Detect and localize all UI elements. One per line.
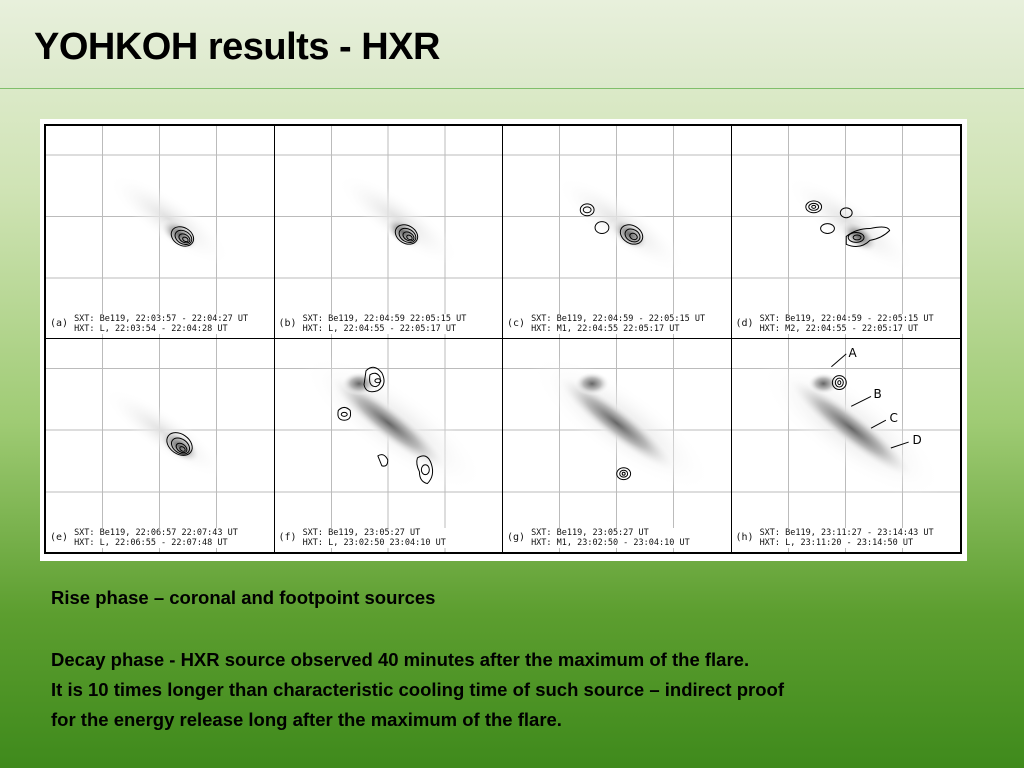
panel-f-image <box>301 354 485 492</box>
panel-c-hxt: HXT: M1, 22:04:55 22:05:17 UT <box>531 324 680 334</box>
panel-e-caption: (e) SXT: Be119, 22:06:57 22:07:43 UT HXT… <box>50 528 272 548</box>
panel-g-sxt: SXT: Be119, 23:05:27 UT <box>531 528 649 538</box>
panel-g-hxt: HXT: M1, 23:02:50 - 23:04:10 UT <box>531 538 690 548</box>
decay-line-2: It is 10 times longer than characteristi… <box>51 679 784 700</box>
panel-d: (d) SXT: Be119, 22:04:59 - 22:05:15 UT H… <box>731 126 960 339</box>
panel-f-hxt: HXT: L, 23:02:50 23:04:10 UT <box>302 538 446 548</box>
marker-line-d <box>890 441 909 449</box>
panel-b-caption: (b) SXT: Be119, 22:04:59 22:05:15 UT HXT… <box>278 314 500 334</box>
panel-c-sxt: SXT: Be119, 22:04:59 - 22:05:15 UT <box>531 314 706 324</box>
decay-line-3: for the energy release long after the ma… <box>51 709 562 730</box>
panel-g-image <box>530 354 714 492</box>
panel-d-image <box>784 175 917 274</box>
panel-a: (a) SXT: Be119, 22:03:57 - 22:04:27 UT H… <box>46 126 275 339</box>
yohkoh-figure: (a) SXT: Be119, 22:03:57 - 22:04:27 UT H… <box>40 119 967 561</box>
panel-d-caption: (d) SXT: Be119, 22:04:59 - 22:05:15 UT H… <box>735 314 958 334</box>
panel-d-hxt: HXT: M2, 22:04:55 - 22:05:17 UT <box>759 324 919 334</box>
panel-e-letter: (e) <box>50 532 69 543</box>
source-label-b: B <box>873 387 882 401</box>
panel-h-caption: (h) SXT: Be119, 23:11:27 - 23:14:43 UT H… <box>735 528 958 548</box>
panel-e-sxt: SXT: Be119, 22:06:57 22:07:43 UT <box>74 528 238 538</box>
panel-d-sxt: SXT: Be119, 22:04:59 - 22:05:15 UT <box>759 314 934 324</box>
panel-b-hxt: HXT: L, 22:04:55 - 22:05:17 UT <box>302 324 457 334</box>
marker-line-c <box>870 419 886 429</box>
title-bar: YOHKOH results - HXR <box>0 0 1024 89</box>
panel-a-caption: (a) SXT: Be119, 22:03:57 - 22:04:27 UT H… <box>50 314 272 334</box>
panel-h-image <box>758 353 943 498</box>
panel-g: (g) SXT: Be119, 23:05:27 UT HXT: M1, 23:… <box>503 339 732 552</box>
slide-title: YOHKOH results - HXR <box>34 26 440 68</box>
source-label-a: A <box>848 346 857 360</box>
marker-line-b <box>850 396 871 407</box>
panel-b-letter: (b) <box>278 318 297 329</box>
decay-line-1: Decay phase - HXR source observed 40 min… <box>51 649 750 670</box>
panel-b: (b) SXT: Be119, 22:04:59 22:05:15 UT HXT… <box>274 126 503 339</box>
panel-a-sxt: SXT: Be119, 22:03:57 - 22:04:27 UT <box>74 314 249 324</box>
decay-phase-text: Decay phase - HXR source observed 40 min… <box>51 645 981 735</box>
source-label-d: D <box>912 433 922 447</box>
source-label-c: C <box>889 411 898 425</box>
panel-f-caption: (f) SXT: Be119, 23:05:27 UT HXT: L, 23:0… <box>278 528 500 548</box>
panel-grid: (a) SXT: Be119, 22:03:57 - 22:04:27 UT H… <box>44 124 962 554</box>
panel-c-caption: (c) SXT: Be119, 22:04:59 - 22:05:15 UT H… <box>507 314 729 334</box>
panel-h-hxt: HXT: L, 23:11:20 - 23:14:50 UT <box>759 538 914 548</box>
panel-e: (e) SXT: Be119, 22:06:57 22:07:43 UT HXT… <box>46 339 275 552</box>
panel-a-hxt: HXT: L, 22:03:54 - 22:04:28 UT <box>74 324 228 334</box>
panel-f: (f) SXT: Be119, 23:05:27 UT HXT: L, 23:0… <box>274 339 503 552</box>
rise-phase-text: Rise phase – coronal and footpoint sourc… <box>51 587 436 608</box>
panel-f-sxt: SXT: Be119, 23:05:27 UT <box>302 528 421 538</box>
panel-e-image <box>102 387 227 479</box>
panel-h: A B C D (h) SXT: Be119, 23:11:27 - 23:14… <box>731 339 960 552</box>
panel-c: (c) SXT: Be119, 22:04:59 - 22:05:15 UT H… <box>503 126 732 339</box>
panel-g-caption: (g) SXT: Be119, 23:05:27 UT HXT: M1, 23:… <box>507 528 729 548</box>
panel-d-letter: (d) <box>735 318 754 329</box>
panel-b-sxt: SXT: Be119, 22:04:59 22:05:15 UT <box>302 314 467 324</box>
panel-c-image <box>555 175 688 274</box>
panel-g-letter: (g) <box>507 532 526 543</box>
marker-line-a <box>830 353 847 368</box>
panel-e-hxt: HXT: L, 22:06:55 - 22:07:48 UT <box>74 538 228 548</box>
panel-h-sxt: SXT: Be119, 23:11:27 - 23:14:43 UT <box>759 528 934 538</box>
panel-a-image <box>107 173 232 266</box>
panel-f-letter: (f) <box>278 532 297 543</box>
panel-h-letter: (h) <box>735 532 754 543</box>
panel-b-image <box>336 173 460 266</box>
panel-a-letter: (a) <box>50 318 69 329</box>
panel-c-letter: (c) <box>507 318 526 329</box>
